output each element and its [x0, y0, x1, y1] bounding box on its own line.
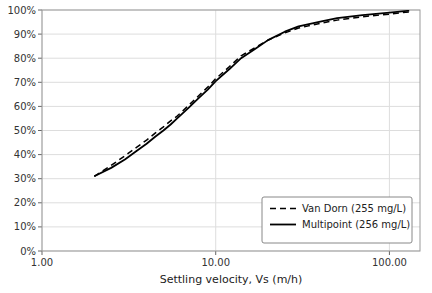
lines	[94, 11, 409, 177]
x-axis-label: Settling velocity, Vs (m/h)	[160, 273, 303, 286]
series-line	[94, 11, 409, 177]
grid	[42, 10, 420, 251]
tick	[38, 130, 42, 131]
series-line	[94, 12, 409, 176]
grid-line	[215, 10, 216, 251]
tick	[38, 178, 42, 179]
tick-label: 40%	[14, 149, 36, 160]
legend-swatch	[270, 224, 296, 226]
tick	[38, 34, 42, 35]
tick-label: 90%	[14, 29, 36, 40]
tick-label: 80%	[14, 53, 36, 64]
tick	[38, 154, 42, 155]
tick	[38, 82, 42, 83]
tick-label: 10.00	[201, 257, 230, 268]
tick-label: 60%	[14, 101, 36, 112]
legend-swatch	[270, 208, 296, 210]
plot-frame	[42, 10, 420, 251]
tick-label: 20%	[14, 197, 36, 208]
tick-label: 10%	[14, 221, 36, 232]
legend-label: Multipoint (256 mg/L)	[302, 219, 410, 230]
grid-line	[42, 106, 420, 107]
tick	[38, 226, 42, 227]
grid-line	[42, 130, 420, 131]
legend-label: Van Dorn (255 mg/L)	[302, 203, 406, 214]
grid-line	[42, 34, 420, 35]
chart: 0% 10% 20% 30% 40% 50% 60% 70% 80% 90% 100% 1.00 10.…	[0, 0, 432, 293]
tick	[38, 10, 42, 11]
tick-label: 1.00	[31, 257, 53, 268]
tick	[38, 58, 42, 59]
tick-label: 30%	[14, 173, 36, 184]
grid-line	[42, 82, 420, 83]
axes: 0% 10% 20% 30% 40% 50% 60% 70% 80% 90% 100% 1.00 10.…	[7, 5, 420, 269]
tick-label: 100%	[7, 5, 36, 16]
grid-line	[42, 154, 420, 155]
legend: Van Dorn (255 mg/L) Multipoint (256 mg/L)	[262, 197, 412, 243]
tick-label: 0%	[20, 246, 36, 257]
tick	[38, 106, 42, 107]
tick	[215, 251, 216, 255]
tick-label: 70%	[14, 77, 36, 88]
grid-line	[42, 178, 420, 179]
grid-line	[42, 58, 420, 59]
tick	[38, 251, 42, 252]
legend-box	[262, 197, 412, 243]
tick-label: 100.00	[372, 257, 407, 268]
tick	[389, 251, 390, 255]
tick-label: 50%	[14, 125, 36, 136]
tick	[38, 202, 42, 203]
tick	[42, 251, 43, 255]
